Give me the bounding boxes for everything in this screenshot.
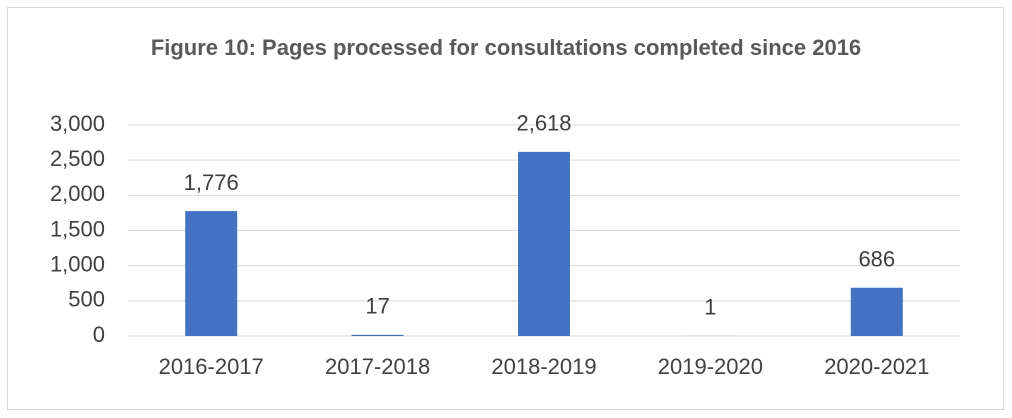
y-tick-label: 0 [93,322,105,347]
value-label: 1 [704,295,716,320]
value-label: 17 [365,294,389,319]
x-tick-label: 2020-2021 [824,354,929,379]
x-tick-label: 2018-2019 [491,354,596,379]
y-tick-label: 1,500 [50,216,105,241]
bar [185,211,238,336]
x-tick-label: 2019-2020 [658,354,763,379]
x-tick-label: 2017-2018 [325,354,430,379]
chart-border [7,7,1004,410]
value-label: 1,776 [184,170,239,195]
chart-title: Figure 10: Pages processed for consultat… [150,35,862,60]
value-label: 686 [858,247,895,272]
value-label: 2,618 [516,111,571,136]
bar [351,334,404,336]
bar [850,287,903,336]
y-tick-label: 500 [68,287,105,312]
x-tick-label: 2016-2017 [159,354,264,379]
y-tick-label: 3,000 [50,111,105,136]
y-tick-label: 1,000 [50,251,105,276]
y-tick-label: 2,500 [50,146,105,171]
y-tick-label: 2,000 [50,181,105,206]
bar [518,151,570,336]
